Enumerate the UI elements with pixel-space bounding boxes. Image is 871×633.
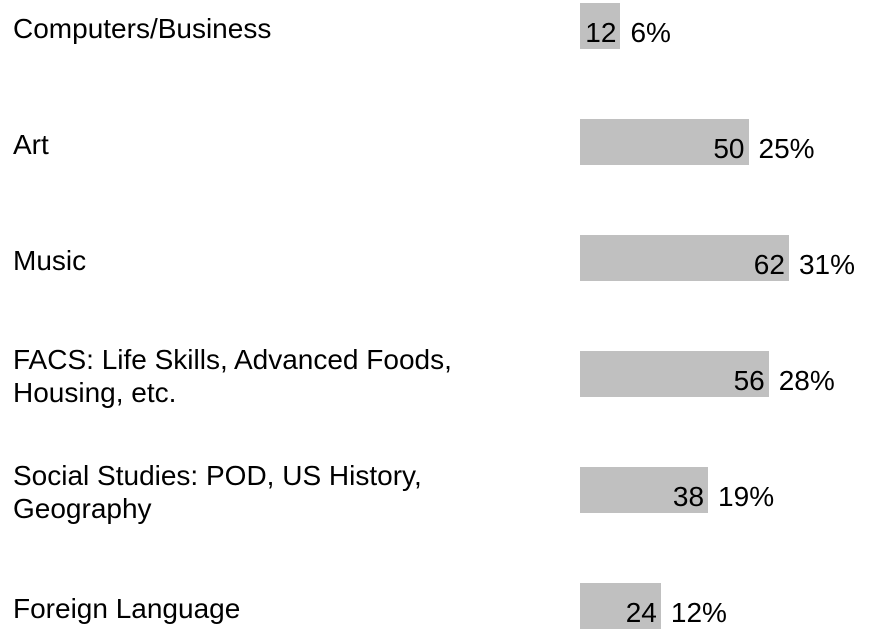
answer-label: Music: [13, 244, 87, 276]
bar-group: 24 12%: [580, 583, 727, 629]
answer-label: Art: [13, 128, 49, 160]
count-label: 24: [625, 597, 657, 628]
count-label: 38: [672, 481, 705, 512]
answer-label: FACS: Life Skills, Advanced Foods, Housi…: [13, 344, 452, 408]
answer-label: Computers/Business: [13, 12, 272, 44]
bar: 62: [580, 235, 789, 281]
bar: 12: [580, 3, 621, 49]
percent-label: 31%: [798, 249, 855, 280]
bar: 38: [580, 467, 709, 513]
percent-label: 12%: [670, 597, 727, 628]
count-label: 12: [585, 17, 617, 48]
count-label: 62: [753, 249, 785, 280]
answer-row: FACS: Life Skills, Advanced Foods, Housi…: [0, 344, 871, 408]
bar: 24: [580, 583, 661, 629]
answer-row: Social Studies: POD, US History, Geograp…: [0, 460, 871, 524]
bar-group: 62 31%: [580, 235, 855, 281]
answer-row: Foreign Language 24 12%: [0, 583, 871, 629]
answer-row: Computers/Business 12 6%: [0, 3, 871, 49]
answer-label: Foreign Language: [13, 592, 241, 624]
percent-label: 19%: [718, 481, 775, 512]
count-label: 56: [733, 365, 765, 396]
bar: 50: [580, 119, 749, 165]
percent-label: 6%: [630, 17, 671, 48]
bar-group: 38 19%: [580, 467, 774, 513]
answer-label: Social Studies: POD, US History, Geograp…: [13, 460, 422, 524]
bar-group: 12 6%: [580, 3, 671, 49]
percent-label: 25%: [758, 133, 815, 164]
bar-group: 50 25%: [580, 119, 815, 165]
bar: 56: [580, 351, 769, 397]
answer-row: Art 50 25%: [0, 119, 871, 165]
count-label: 50: [713, 133, 745, 164]
bar-group: 56 28%: [580, 351, 835, 397]
percent-label: 28%: [778, 365, 835, 396]
answer-row: Music 62 31%: [0, 235, 871, 281]
